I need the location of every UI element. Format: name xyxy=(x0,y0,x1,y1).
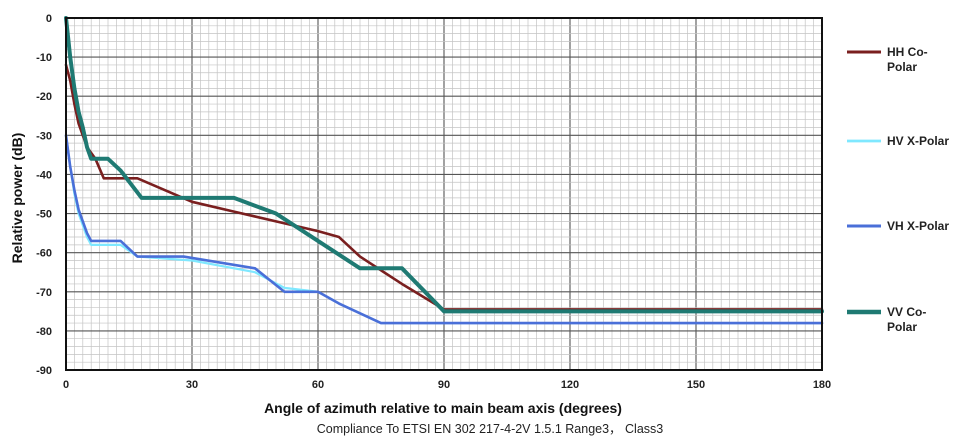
y-tick-label: -40 xyxy=(36,169,52,181)
y-tick-label: -60 xyxy=(36,248,52,260)
chart-caption: Compliance To ETSI EN 302 217-4-2V 1.5.1… xyxy=(317,422,664,436)
x-tick-label: 90 xyxy=(438,379,450,391)
plot-area-frame xyxy=(65,17,823,371)
y-tick-label: -50 xyxy=(36,209,52,221)
legend-label: VH X-Polar xyxy=(887,219,949,233)
legend-label: HH Co- xyxy=(887,45,928,59)
y-tick-label: -90 xyxy=(36,365,52,377)
x-tick-label: 30 xyxy=(186,379,198,391)
series-line-vv-co-polar xyxy=(64,16,824,314)
x-tick-label: 150 xyxy=(687,379,705,391)
series-line-hh-co-polar xyxy=(64,63,824,311)
axis-ticks: 0 30 60 90 120 150 180 0 -10 -20 -30 -40 -50 -60 -70 -8… xyxy=(36,13,831,391)
x-tick-label: 180 xyxy=(813,379,831,391)
legend-label: Polar xyxy=(887,60,917,74)
y-tick-label: -30 xyxy=(36,130,52,142)
x-tick-label: 60 xyxy=(312,379,324,391)
legend-label: HV X-Polar xyxy=(887,134,949,148)
y-tick-label: -10 xyxy=(36,52,52,64)
y-tick-label: -20 xyxy=(36,91,52,103)
x-tick-label: 120 xyxy=(561,379,579,391)
x-tick-label: 0 xyxy=(63,379,69,391)
legend-label: Polar xyxy=(887,320,917,334)
y-tick-label: 0 xyxy=(46,13,52,25)
y-tick-label: -80 xyxy=(36,326,52,338)
x-axis-title: Angle of azimuth relative to main beam a… xyxy=(264,400,622,416)
y-tick-label: -70 xyxy=(36,287,52,299)
series-lines xyxy=(64,16,824,325)
grid-lines xyxy=(65,17,823,371)
series-line-vh-x-polar xyxy=(64,134,824,325)
y-axis-title: Relative power (dB) xyxy=(9,133,25,264)
legend-label: VV Co- xyxy=(887,305,926,319)
